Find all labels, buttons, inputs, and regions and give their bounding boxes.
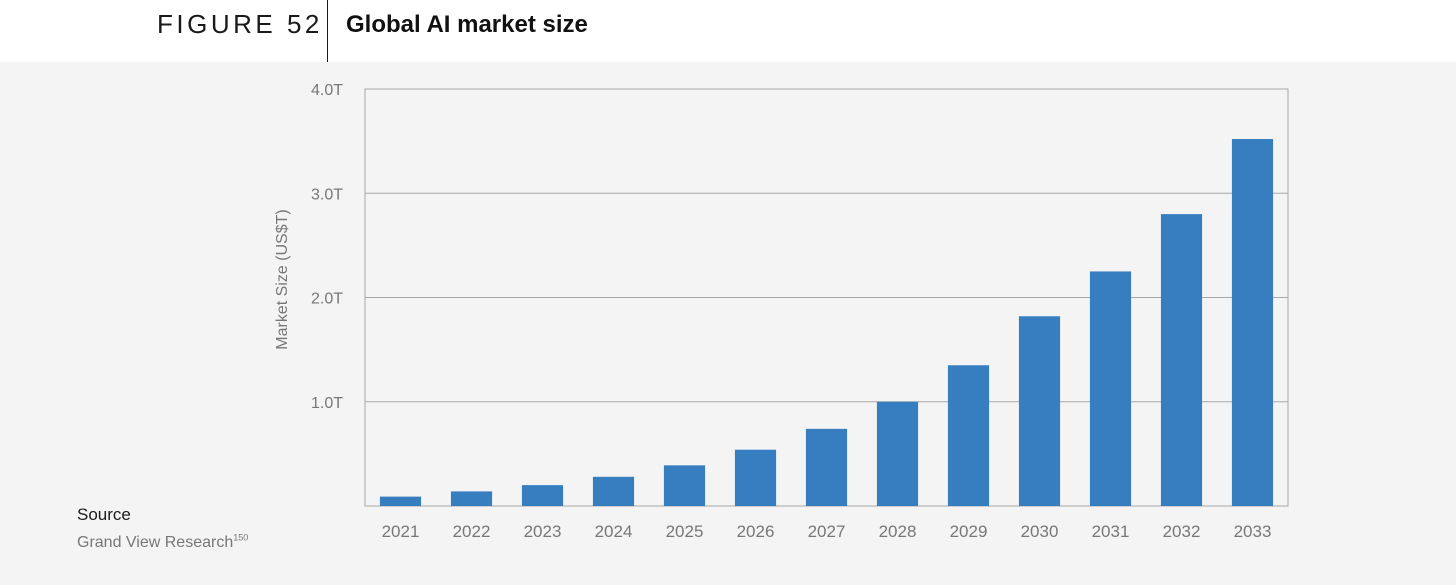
y-tick-labels: 1.0T 2.0T 3.0T 4.0T <box>311 82 343 412</box>
bar-2021 <box>379 496 422 506</box>
bar-2025 <box>663 465 706 506</box>
bar-layer <box>379 139 1274 507</box>
x-tick-label: 2022 <box>453 522 491 541</box>
x-tick-label: 2026 <box>737 522 775 541</box>
figure-header: FIGURE 52 Global AI market size <box>0 0 1456 62</box>
bar-2032 <box>1160 214 1203 506</box>
bar-2030 <box>1018 316 1061 506</box>
x-tick-label: 2033 <box>1234 522 1272 541</box>
x-tick-label: 2027 <box>808 522 846 541</box>
grid-layer <box>365 88 1288 403</box>
bar-2023 <box>521 485 564 506</box>
bar-2027 <box>805 428 848 506</box>
bar-2028 <box>876 401 919 506</box>
bar-2033 <box>1231 139 1274 507</box>
y-axis-title: Market Size (US$T) <box>274 209 291 349</box>
x-tick-label: 2029 <box>950 522 988 541</box>
chart-panel <box>0 62 1456 585</box>
bar-2026 <box>734 449 777 506</box>
x-tick-label: 2028 <box>879 522 917 541</box>
source-footnote: 150 <box>233 532 249 543</box>
y-tick-label: 3.0T <box>311 186 343 203</box>
source-text: Grand View Research150 <box>77 533 248 553</box>
y-tick-label: 2.0T <box>311 291 343 308</box>
header-divider <box>327 0 328 62</box>
x-tick-label: 2032 <box>1163 522 1201 541</box>
x-tick-label: 2031 <box>1092 522 1130 541</box>
bar-2024 <box>592 476 635 506</box>
x-tick-label: 2023 <box>524 522 562 541</box>
x-tick-label: 2021 <box>382 522 420 541</box>
x-tick-labels: 2021 2022 2023 2024 2025 2026 2027 2028 2029 2030… <box>382 522 1272 541</box>
bar-2031 <box>1089 271 1132 506</box>
x-tick-label: 2030 <box>1021 522 1059 541</box>
figure-title: Global AI market size <box>346 11 588 38</box>
figure-number: FIGURE 52 <box>157 9 323 39</box>
x-tick-label: 2024 <box>595 522 633 541</box>
y-tick-label: 1.0T <box>311 395 343 412</box>
x-tick-label: 2025 <box>666 522 704 541</box>
y-tick-label: 4.0T <box>311 82 343 99</box>
source-name: Grand View Research <box>77 534 234 551</box>
bar-2022 <box>450 491 493 506</box>
source-heading: Source <box>77 505 131 524</box>
bar-2029 <box>947 365 990 506</box>
